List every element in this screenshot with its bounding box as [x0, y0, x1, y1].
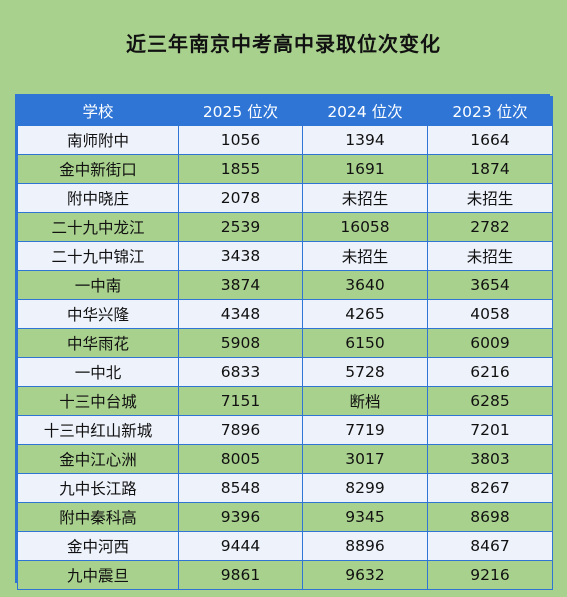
rank-2025-cell: 2539	[178, 212, 303, 242]
table-row: 二十九中锦江 3438 未招生 未招生	[17, 241, 553, 271]
header-school: 学校	[17, 96, 179, 126]
table-row: 九中长江路 8548 8299 8267	[17, 473, 553, 503]
rank-2023-cell: 6009	[427, 328, 553, 358]
rank-2024-cell: 未招生	[302, 183, 428, 213]
rank-2025-cell: 7151	[178, 386, 303, 416]
rank-2024-cell: 3017	[302, 444, 428, 474]
rank-2023-cell: 4058	[427, 299, 553, 329]
table-row: 附中晓庄 2078 未招生 未招生	[17, 183, 553, 213]
table-row: 十三中红山新城 7896 7719 7201	[17, 415, 553, 445]
rank-2023-cell: 6216	[427, 357, 553, 387]
school-cell: 十三中红山新城	[17, 415, 179, 445]
school-cell: 金中江心洲	[17, 444, 179, 474]
rank-2025-cell: 7896	[178, 415, 303, 445]
school-cell: 南师附中	[17, 125, 179, 155]
school-cell: 一中南	[17, 270, 179, 300]
rank-2023-cell: 1664	[427, 125, 553, 155]
school-cell: 九中长江路	[17, 473, 179, 503]
rank-2023-cell: 9216	[427, 560, 553, 590]
rank-2023-cell: 3654	[427, 270, 553, 300]
table-row: 二十九中龙江 2539 16058 2782	[17, 212, 553, 242]
rank-2024-cell: 1394	[302, 125, 428, 155]
rank-2025-cell: 1056	[178, 125, 303, 155]
table-row: 一中北 6833 5728 6216	[17, 357, 553, 387]
rank-2023-cell: 7201	[427, 415, 553, 445]
table-row: 南师附中 1056 1394 1664	[17, 125, 553, 155]
header-2023: 2023 位次	[427, 96, 553, 126]
rank-2025-cell: 1855	[178, 154, 303, 184]
rank-2025-cell: 8548	[178, 473, 303, 503]
rank-2025-cell: 5908	[178, 328, 303, 358]
rank-2025-cell: 3874	[178, 270, 303, 300]
rank-2024-cell: 4265	[302, 299, 428, 329]
rank-2024-cell: 9632	[302, 560, 428, 590]
rank-2023-cell: 3803	[427, 444, 553, 474]
rank-2023-cell: 未招生	[427, 183, 553, 213]
table-row: 金中河西 9444 8896 8467	[17, 531, 553, 561]
school-cell: 附中晓庄	[17, 183, 179, 213]
rank-2023-cell: 2782	[427, 212, 553, 242]
rank-2025-cell: 4348	[178, 299, 303, 329]
rank-2024-cell: 未招生	[302, 241, 428, 271]
rank-2025-cell: 6833	[178, 357, 303, 387]
rank-2025-cell: 3438	[178, 241, 303, 271]
page-title: 近三年南京中考高中录取位次变化	[126, 32, 441, 56]
school-cell: 九中震旦	[17, 560, 179, 590]
rank-2024-cell: 1691	[302, 154, 428, 184]
rank-2024-cell: 3640	[302, 270, 428, 300]
school-cell: 二十九中龙江	[17, 212, 179, 242]
table-row: 附中秦科高 9396 9345 8698	[17, 502, 553, 532]
table-row: 九中震旦 9861 9632 9216	[17, 560, 553, 590]
school-cell: 十三中台城	[17, 386, 179, 416]
rank-2024-cell: 16058	[302, 212, 428, 242]
header-2024: 2024 位次	[302, 96, 428, 126]
rank-2025-cell: 9861	[178, 560, 303, 590]
rank-2023-cell: 6285	[427, 386, 553, 416]
table-row: 中华雨花 5908 6150 6009	[17, 328, 553, 358]
table-row: 金中江心洲 8005 3017 3803	[17, 444, 553, 474]
rank-2025-cell: 8005	[178, 444, 303, 474]
rank-2023-cell: 8467	[427, 531, 553, 561]
table-header-row: 学校 2025 位次 2024 位次 2023 位次	[17, 96, 553, 126]
rank-2024-cell: 9345	[302, 502, 428, 532]
table-row: 金中新街口 1855 1691 1874	[17, 154, 553, 184]
rank-2023-cell: 未招生	[427, 241, 553, 271]
school-cell: 二十九中锦江	[17, 241, 179, 271]
table-row: 十三中台城 7151 断档 6285	[17, 386, 553, 416]
school-cell: 中华雨花	[17, 328, 179, 358]
rank-2024-cell: 6150	[302, 328, 428, 358]
school-cell: 金中新街口	[17, 154, 179, 184]
table-body: 南师附中 1056 1394 1664 金中新街口 1855 1691 1874 附中晓庄 207…	[17, 125, 553, 590]
ranking-table: 学校 2025 位次 2024 位次 2023 位次 南师附中 1056 1394 1…	[17, 96, 553, 590]
table-row: 中华兴隆 4348 4265 4058	[17, 299, 553, 329]
header-2025: 2025 位次	[178, 96, 303, 126]
rank-2024-cell: 8299	[302, 473, 428, 503]
school-cell: 金中河西	[17, 531, 179, 561]
rank-2023-cell: 8267	[427, 473, 553, 503]
ranking-table-container: 学校 2025 位次 2024 位次 2023 位次 南师附中 1056 1394 1…	[15, 94, 553, 590]
school-cell: 中华兴隆	[17, 299, 179, 329]
school-cell: 附中秦科高	[17, 502, 179, 532]
rank-2024-cell: 5728	[302, 357, 428, 387]
rank-2025-cell: 2078	[178, 183, 303, 213]
rank-2023-cell: 8698	[427, 502, 553, 532]
rank-2025-cell: 9444	[178, 531, 303, 561]
table-row: 一中南 3874 3640 3654	[17, 270, 553, 300]
rank-2024-cell: 8896	[302, 531, 428, 561]
rank-2024-cell: 断档	[302, 386, 428, 416]
rank-2023-cell: 1874	[427, 154, 553, 184]
rank-2024-cell: 7719	[302, 415, 428, 445]
school-cell: 一中北	[17, 357, 179, 387]
rank-2025-cell: 9396	[178, 502, 303, 532]
